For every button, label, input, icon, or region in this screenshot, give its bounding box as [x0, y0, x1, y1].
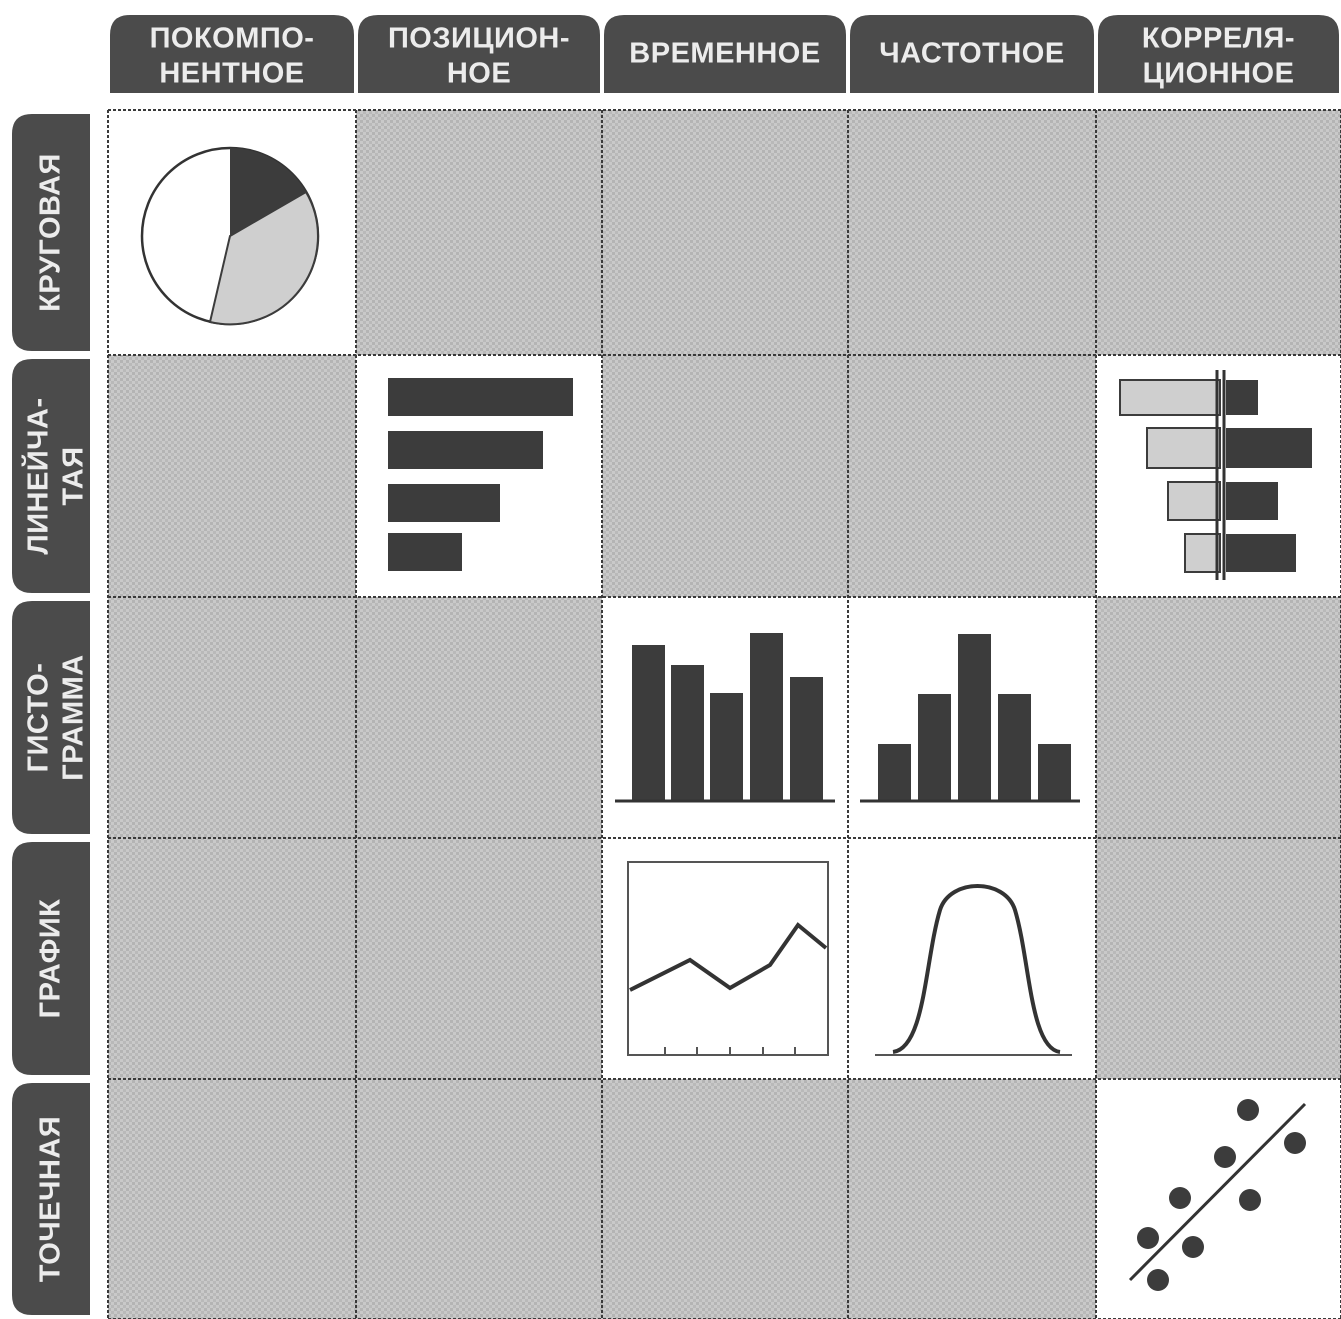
cell [1096, 838, 1341, 1079]
frequency-histogram-icon [860, 634, 1080, 803]
column-header: КОРРЕЛЯ- [1142, 23, 1295, 55]
row-header: ГИСТО- [23, 663, 55, 773]
cell [602, 355, 848, 597]
row-header: ЛИНЕЙЧА- [21, 397, 55, 554]
cell [848, 355, 1096, 597]
column-tab [1098, 15, 1339, 93]
cell [848, 838, 1096, 1079]
row-header: ГРАММА [58, 654, 90, 780]
cell [602, 110, 848, 355]
row-tab [12, 1083, 90, 1315]
cell [848, 110, 1096, 355]
column-header: ЧАСТОТНОЕ [879, 38, 1064, 70]
row-header: КРУГОВАЯ [35, 153, 67, 312]
cell [108, 838, 356, 1079]
cell [356, 110, 602, 355]
cell [1096, 1079, 1341, 1319]
cell [108, 1079, 356, 1319]
column-header: ВРЕМЕННОЕ [629, 38, 820, 70]
row-header: ГРАФИК [35, 899, 67, 1019]
cell [356, 838, 602, 1079]
cell [108, 597, 356, 838]
column-header: ПОЗИЦИОН- [388, 23, 570, 55]
column-header: НОЕ [447, 58, 511, 90]
row-tab [12, 114, 90, 351]
deviation-bar-icon [1119, 370, 1312, 580]
column-tab [604, 15, 846, 93]
column-header: НЕНТНОЕ [159, 58, 304, 90]
column-tab [850, 15, 1094, 93]
pie-icon [140, 146, 320, 326]
histogram-icon [615, 633, 835, 803]
row-header: ТАЯ [58, 446, 90, 505]
cell [1096, 597, 1341, 838]
row-tab [12, 842, 90, 1075]
cell [1096, 110, 1341, 355]
bar-icon [388, 378, 573, 571]
line-icon [627, 861, 829, 1056]
row-header: ТОЧЕЧНАЯ [35, 1116, 67, 1282]
icons [140, 146, 1312, 1291]
bell-curve-icon [875, 884, 1072, 1056]
column-header: ПОКОМПО- [150, 23, 315, 55]
column-header: ЦИОННОЕ [1143, 58, 1295, 90]
cell [356, 597, 602, 838]
cell [848, 1079, 1096, 1319]
row-tab [12, 359, 90, 593]
cell [602, 1079, 848, 1319]
column-tab [358, 15, 600, 93]
scatter-icon [1128, 1099, 1307, 1291]
cell [108, 355, 356, 597]
cell [356, 1079, 602, 1319]
row-tab [12, 601, 90, 834]
column-tab [110, 15, 354, 93]
